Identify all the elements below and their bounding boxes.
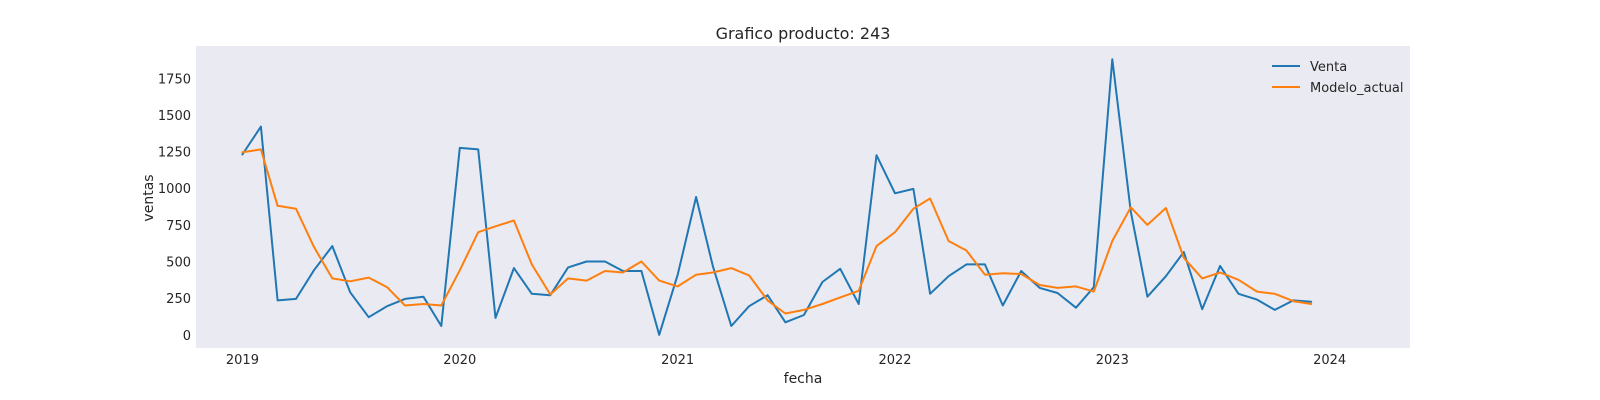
y-tick-label: 1250 [158,146,191,161]
legend-label: Venta [1310,60,1347,75]
y-tick-label: 500 [166,256,191,271]
plot-area [196,46,1410,348]
x-axis: 2019 2020 2021 2022 2023 2024 [226,353,1346,368]
x-tick-label: 2023 [1096,353,1129,368]
x-axis-label: fecha [784,371,823,387]
series-line-modelo_actual [241,148,1313,315]
y-axis: 0 250 500 750 1000 1250 1500 1750 [158,72,191,344]
legend-label: Modelo_actual [1310,81,1404,96]
y-axis-label: ventas [141,174,157,221]
x-tick-label: 2021 [661,353,694,368]
plot-lines [241,58,1313,336]
x-tick-label: 2022 [878,353,911,368]
y-tick-label: 250 [166,292,191,307]
y-tick-label: 750 [166,219,191,234]
x-tick-label: 2019 [226,353,259,368]
series-line-venta [241,58,1313,336]
y-tick-label: 1500 [158,109,191,124]
legend: Venta Modelo_actual [1272,60,1404,96]
y-tick-label: 1000 [158,182,191,197]
x-tick-label: 2024 [1313,353,1346,368]
y-tick-label: 1750 [158,72,191,87]
x-tick-label: 2020 [443,353,476,368]
y-tick-label: 0 [183,329,191,344]
chart-title: Grafico producto: 243 [716,24,891,43]
